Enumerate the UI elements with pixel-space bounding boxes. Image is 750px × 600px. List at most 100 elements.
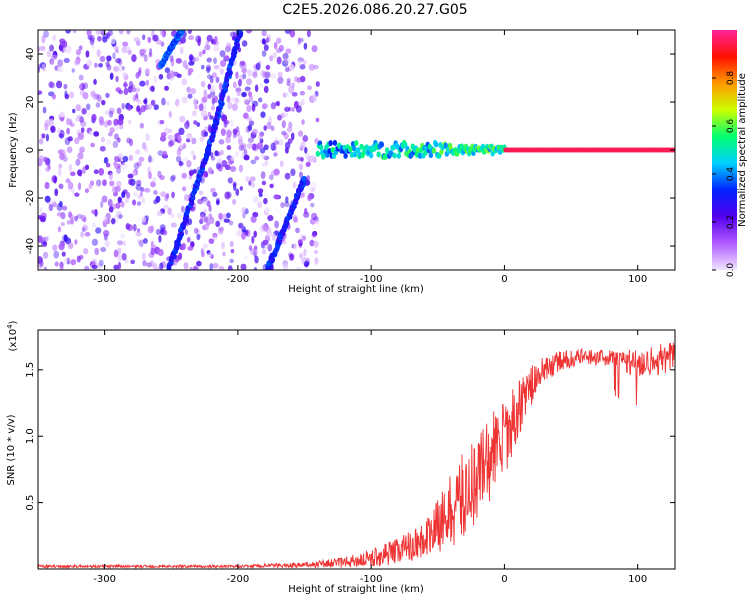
- noise-blob: [45, 160, 50, 166]
- noise-blob: [157, 248, 164, 257]
- noise-blob: [45, 133, 50, 142]
- noise-blob: [190, 150, 196, 156]
- noise-blob: [82, 217, 87, 223]
- noise-blob: [313, 240, 319, 248]
- noise-blob: [74, 215, 79, 222]
- noise-blob: [150, 99, 156, 106]
- noise-blob: [105, 61, 110, 68]
- noise-blob: [116, 180, 122, 187]
- noise-blob: [212, 40, 220, 46]
- noise-blob: [112, 52, 116, 60]
- noise-blob: [58, 163, 63, 169]
- noise-blob: [178, 161, 184, 167]
- noise-blob: [61, 205, 68, 211]
- noise-blob: [274, 137, 279, 145]
- noise-blob: [90, 142, 95, 148]
- noise-blob: [309, 155, 316, 162]
- noise-blob: [105, 92, 110, 98]
- noise-blob: [298, 130, 304, 137]
- noise-blob: [66, 220, 71, 225]
- noise-blob: [210, 187, 216, 193]
- colorbar-label: Normalized spectral amplitude: [737, 73, 748, 227]
- noise-blob: [201, 64, 205, 70]
- noise-blob: [159, 175, 165, 181]
- noise-blob: [171, 191, 175, 199]
- noise-blob: [202, 96, 208, 103]
- noise-blob: [190, 87, 197, 95]
- noise-blob: [127, 104, 132, 112]
- noise-blob: [176, 73, 182, 79]
- noise-blob: [206, 57, 212, 63]
- noise-blob: [143, 146, 149, 153]
- noise-blob: [77, 152, 84, 160]
- noise-blob: [102, 32, 109, 40]
- noise-blob: [192, 154, 197, 161]
- noise-blob: [196, 122, 201, 127]
- noise-blob: [261, 180, 267, 186]
- noise-blob: [101, 99, 106, 106]
- noise-blob: [132, 199, 137, 206]
- noise-blob: [291, 106, 295, 113]
- noise-blob: [243, 98, 249, 104]
- noise-blob: [297, 37, 301, 46]
- noise-blob: [261, 30, 267, 37]
- noise-blob: [281, 120, 287, 129]
- spectrogram-marks: [38, 30, 675, 270]
- noise-blob: [50, 54, 58, 61]
- noise-blob: [219, 68, 224, 75]
- noise-blob: [150, 85, 155, 92]
- colorbar-tick-label: 0.6: [726, 119, 736, 134]
- noise-blob: [248, 245, 253, 251]
- noise-blob: [255, 62, 261, 71]
- noise-blob: [314, 219, 320, 224]
- noise-blob: [60, 221, 65, 227]
- noise-blob: [313, 216, 319, 222]
- noise-blob: [117, 247, 122, 255]
- noise-blob: [102, 36, 108, 43]
- noise-blob: [188, 61, 195, 66]
- noise-blob: [83, 248, 89, 255]
- noise-blob: [96, 48, 101, 57]
- noise-blob: [277, 114, 282, 121]
- noise-blob: [153, 199, 158, 205]
- x-tick-label: 100: [628, 274, 647, 285]
- noise-blob: [72, 30, 77, 34]
- noise-blob: [83, 82, 89, 90]
- y-tick-label: 40: [25, 48, 36, 61]
- noise-blob: [206, 34, 213, 42]
- noise-blob: [104, 240, 111, 247]
- noise-blob: [211, 72, 217, 78]
- noise-blob: [257, 188, 264, 194]
- noise-blob: [210, 253, 214, 259]
- noise-blob: [182, 143, 187, 149]
- noise-blob: [108, 110, 114, 118]
- noise-blob: [100, 30, 106, 36]
- snr-x-axis: -300 -200 -100 0 100: [93, 330, 647, 585]
- noise-blob: [187, 30, 193, 35]
- noise-blob: [80, 214, 87, 222]
- noise-blob: [303, 211, 310, 218]
- noise-blob: [121, 65, 125, 71]
- noise-blob: [79, 83, 86, 91]
- noise-blob: [191, 110, 198, 117]
- noise-blob: [75, 116, 80, 122]
- noise-blob: [309, 239, 315, 247]
- noise-blob: [74, 239, 78, 245]
- noise-blob: [117, 254, 122, 262]
- noise-blob: [315, 81, 320, 88]
- noise-blob: [136, 161, 142, 167]
- noise-blob: [76, 213, 83, 219]
- noise-blob: [253, 230, 257, 238]
- noise-blob: [219, 50, 226, 58]
- snr-frame: [37, 329, 676, 570]
- noise-blob: [167, 207, 172, 216]
- noise-blob: [253, 267, 258, 270]
- noise-blob: [230, 248, 235, 254]
- noise-blob: [228, 220, 234, 226]
- noise-blob: [235, 151, 239, 158]
- noise-blob: [107, 198, 113, 207]
- noise-blob: [206, 66, 211, 74]
- noise-blob: [195, 56, 200, 62]
- noise-blob: [63, 83, 68, 90]
- noise-blob: [157, 150, 164, 156]
